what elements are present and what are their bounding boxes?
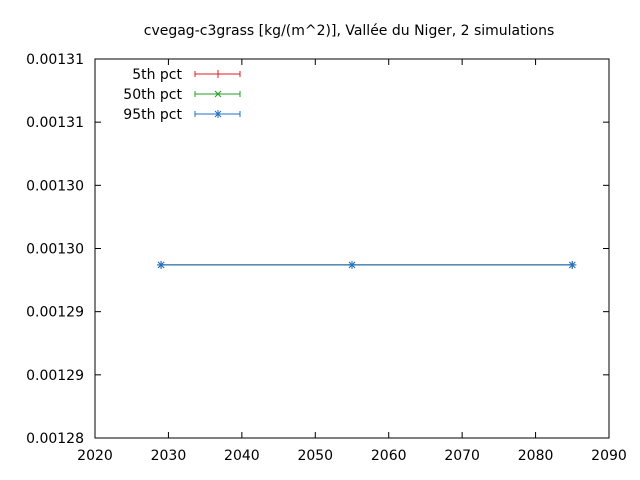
data-point bbox=[348, 260, 356, 269]
legend: 5th pct 50th pct 95th pct bbox=[123, 67, 241, 123]
legend-entry-0: 5th pct bbox=[132, 67, 241, 83]
chart-title: cvegag-c3grass [kg/(m^2)], Vallée du Nig… bbox=[144, 23, 554, 39]
x-tick-label: 2050 bbox=[297, 448, 333, 464]
x-tick-label: 2020 bbox=[77, 448, 113, 464]
y-axis: 0.00128 0.00129 0.00129 0.00130 0.00130 0.001… bbox=[26, 52, 609, 447]
data-point bbox=[157, 260, 166, 269]
x-tick-label: 2060 bbox=[371, 448, 407, 464]
marker-stroke bbox=[157, 261, 165, 269]
marker-stroke bbox=[568, 261, 576, 269]
legend-label: 5th pct bbox=[132, 67, 182, 83]
legend-entry-2: 95th pct bbox=[123, 107, 241, 123]
data-point bbox=[568, 260, 577, 269]
legend-label: 95th pct bbox=[123, 107, 182, 123]
series-layer bbox=[157, 260, 577, 269]
x-axis: 2020 2030 2040 2050 2060 2070 2080 2090 bbox=[77, 59, 627, 464]
y-tick-label: 0.00130 bbox=[26, 178, 84, 194]
x-tick-label: 2030 bbox=[151, 448, 187, 464]
marker-stroke bbox=[214, 90, 222, 98]
x-tick-label: 2080 bbox=[518, 448, 554, 464]
y-tick-label: 0.00129 bbox=[26, 305, 84, 321]
x-tick-label: 2040 bbox=[224, 448, 260, 464]
x-tick-label: 2070 bbox=[444, 448, 480, 464]
y-tick-label: 0.00128 bbox=[26, 431, 84, 447]
legend-entry-1: 50th pct bbox=[123, 87, 241, 103]
y-tick-label: 0.00131 bbox=[26, 52, 84, 68]
legend-label: 50th pct bbox=[123, 87, 182, 103]
marker-stroke bbox=[214, 110, 222, 118]
y-tick-label: 0.00130 bbox=[26, 242, 84, 258]
series-2 bbox=[157, 260, 577, 269]
marker-stroke bbox=[348, 261, 356, 269]
x-tick-label: 2090 bbox=[591, 448, 627, 464]
y-tick-label: 0.00131 bbox=[26, 115, 84, 131]
y-tick-label: 0.00129 bbox=[26, 368, 84, 384]
